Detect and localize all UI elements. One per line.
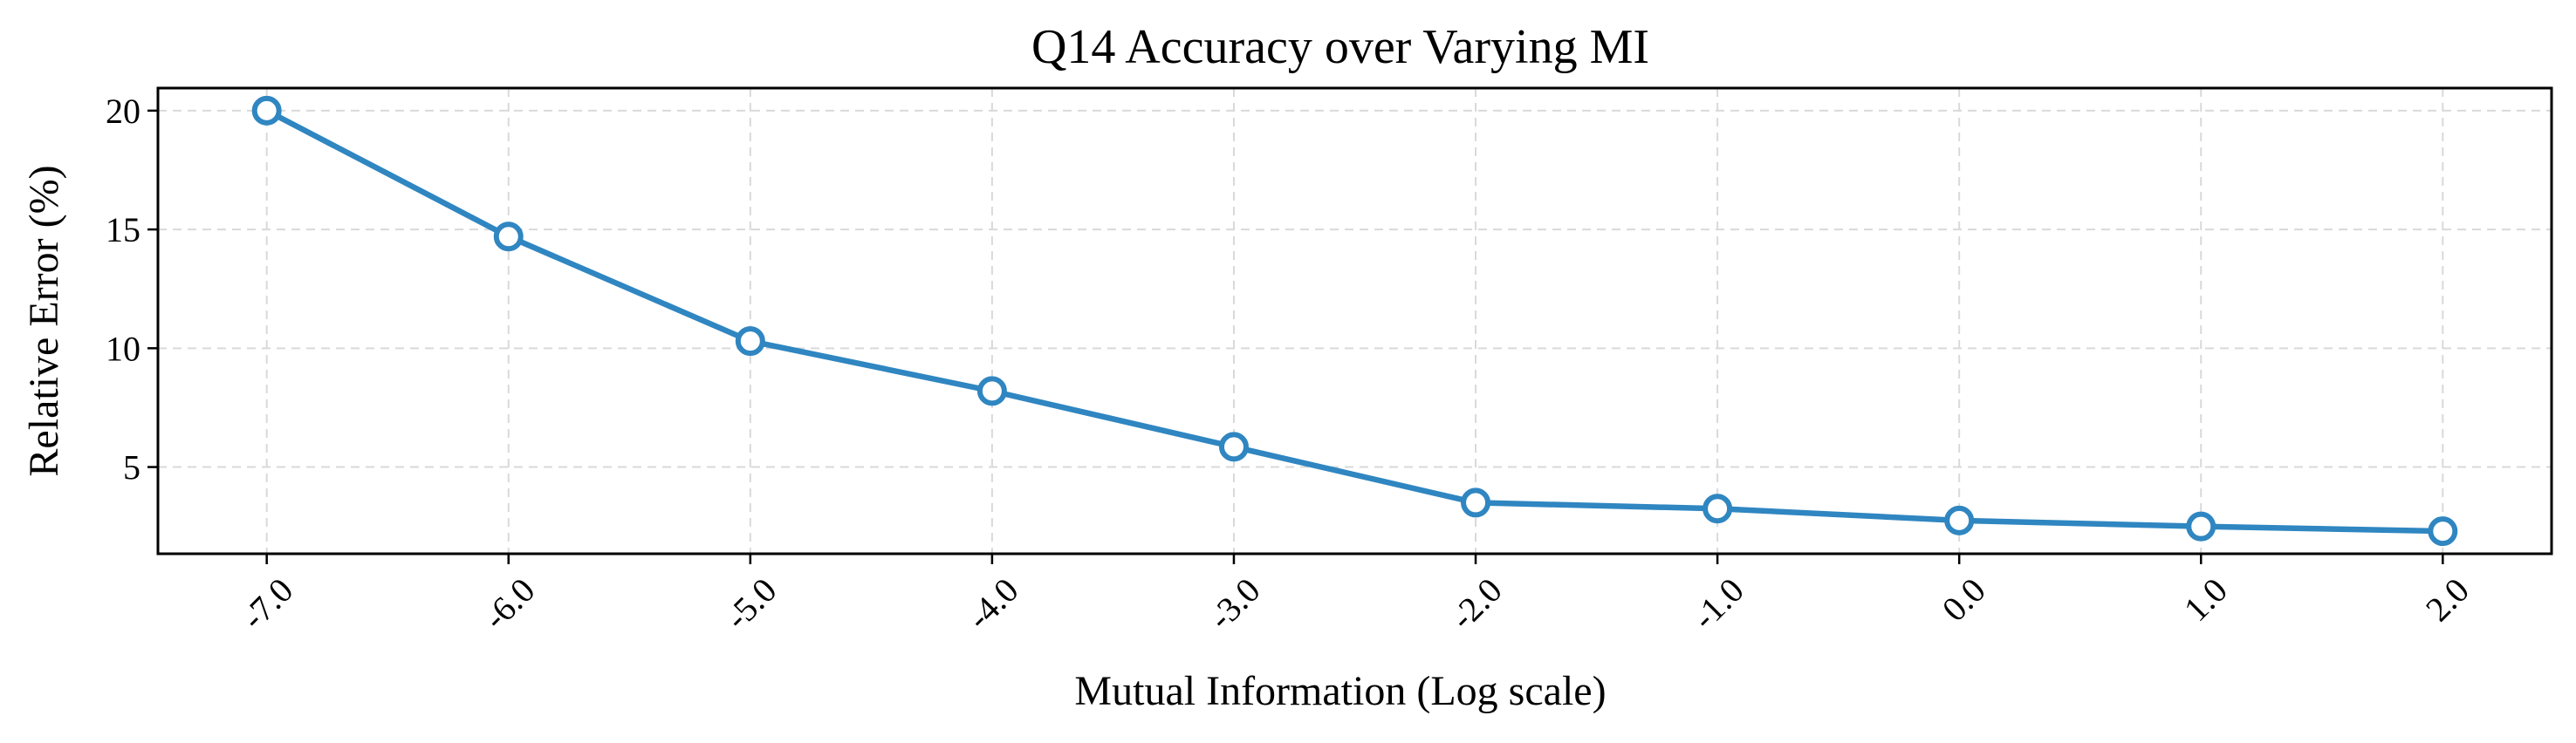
data-point bbox=[1944, 505, 1975, 535]
x-tick-label: -4.0 bbox=[959, 570, 1026, 637]
y-axis: 5 10 15 20 bbox=[106, 92, 158, 487]
x-tick-label: -5.0 bbox=[717, 570, 784, 637]
data-point bbox=[976, 376, 1007, 406]
data-point bbox=[1218, 432, 1249, 462]
plot-frame bbox=[156, 86, 2553, 556]
y-tick-label: 10 bbox=[106, 329, 140, 368]
x-tick-label: -1.0 bbox=[1684, 570, 1751, 637]
data-point bbox=[1702, 494, 1733, 524]
grid-lines bbox=[158, 88, 2552, 554]
y-axis-label: Relative Error (%) bbox=[21, 165, 67, 476]
x-axis: -7.0 -6.0 -5.0 -4.0 -3.0 -2.0 -1.0 0.0 1.0 2.0 bbox=[234, 554, 2477, 637]
y-tick-label: 5 bbox=[123, 448, 140, 487]
series-line bbox=[264, 107, 2446, 535]
x-tick-label: -6.0 bbox=[476, 570, 543, 637]
data-point bbox=[493, 222, 524, 252]
data-point bbox=[2186, 511, 2216, 542]
data-point bbox=[251, 95, 282, 126]
y-tick-label: 15 bbox=[106, 210, 140, 249]
x-axis-label: Mutual Information (Log scale) bbox=[1074, 668, 1606, 714]
x-tick-label: -2.0 bbox=[1442, 570, 1510, 637]
data-point bbox=[735, 326, 765, 357]
series-q14 bbox=[251, 95, 2458, 547]
x-tick-label: -7.0 bbox=[234, 570, 301, 637]
data-point bbox=[2428, 516, 2458, 547]
x-tick-label: 1.0 bbox=[2176, 570, 2235, 629]
y-tick-label: 20 bbox=[106, 92, 140, 131]
x-tick-label: 2.0 bbox=[2418, 570, 2477, 629]
x-tick-label: -3.0 bbox=[1201, 570, 1268, 637]
data-point bbox=[1461, 487, 1491, 518]
x-tick-label: 0.0 bbox=[1935, 570, 1993, 629]
chart-title: Q14 Accuracy over Varying MI bbox=[1031, 20, 1649, 74]
